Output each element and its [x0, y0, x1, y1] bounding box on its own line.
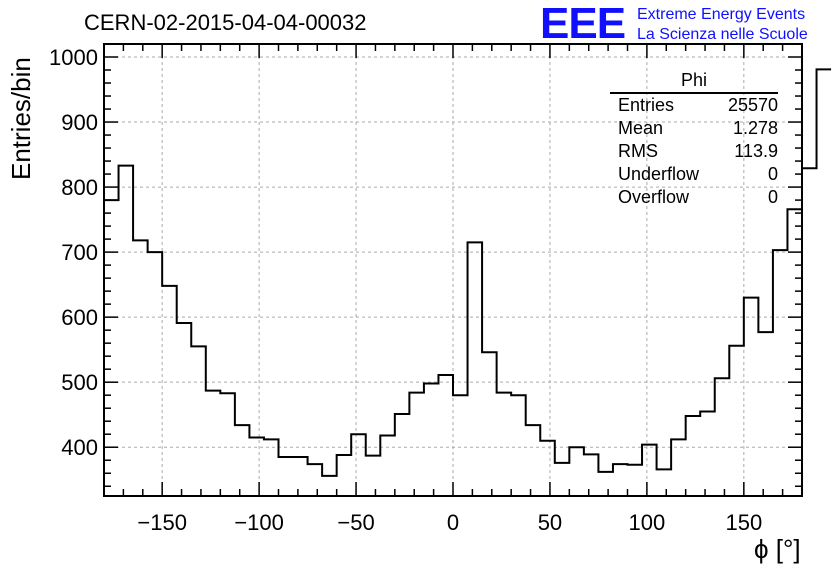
- histogram-bin: [598, 472, 613, 496]
- stats-title: Phi: [610, 70, 778, 94]
- logo-line-2: La Scienza nelle Scuole: [637, 26, 808, 43]
- histogram-bin: [729, 346, 744, 496]
- stats-box: Phi Entries 25570 Mean 1.278 RMS 113.9 U…: [610, 70, 778, 209]
- chart-title: CERN-02-2015-04-04-00032: [84, 10, 367, 35]
- stats-value: 1.278: [732, 118, 778, 138]
- histogram-bin: [162, 286, 177, 496]
- histogram-bin: [119, 166, 134, 496]
- x-axis-label: ϕ [°]: [754, 534, 801, 564]
- histogram-bin: [380, 436, 395, 496]
- histogram-bin: [366, 456, 381, 496]
- histogram-bin: [424, 383, 439, 496]
- histogram-bin: [817, 69, 832, 496]
- histogram-bin: [220, 393, 235, 496]
- histogram-line: [104, 68, 832, 477]
- histogram-bin: [322, 476, 337, 496]
- stats-value: 25570: [727, 95, 778, 115]
- x-tick-label: 150: [725, 510, 762, 535]
- histogram-bin: [657, 469, 672, 496]
- x-tick-label: 50: [538, 510, 562, 535]
- stats-label: RMS: [618, 141, 658, 161]
- histogram-bin: [715, 378, 730, 496]
- stats-value: 0: [767, 187, 778, 207]
- histogram-bin: [540, 441, 555, 496]
- y-tick-label: 500: [61, 370, 98, 395]
- histogram-bin: [104, 200, 119, 496]
- histogram-bin: [409, 393, 424, 496]
- histogram-bin: [395, 414, 410, 496]
- histogram-bin: [569, 447, 584, 496]
- stats-row-underflow: Underflow 0: [610, 163, 778, 186]
- histogram-bin: [628, 465, 643, 496]
- histogram-bin: [235, 425, 250, 496]
- histogram-bin: [482, 352, 497, 496]
- histogram-bin: [264, 439, 279, 496]
- histogram-bin: [511, 395, 526, 496]
- stats-label: Mean: [618, 118, 664, 138]
- stats-row-rms: RMS 113.9: [610, 140, 778, 163]
- histogram-bin: [337, 455, 352, 496]
- y-tick-label: 800: [61, 175, 98, 200]
- stats-value: 0: [767, 164, 778, 184]
- y-tick-label: 900: [61, 110, 98, 135]
- histogram-bin: [351, 434, 366, 496]
- stats-label: Overflow: [618, 187, 690, 207]
- histogram-bin: [686, 416, 701, 496]
- histogram-bin: [526, 425, 541, 496]
- histogram-bin: [671, 439, 686, 496]
- stats-row-mean: Mean 1.278: [610, 117, 778, 140]
- x-tick-label: −100: [234, 510, 284, 535]
- histogram-bin: [773, 250, 788, 496]
- histogram-bin: [613, 464, 628, 496]
- stats-label: Underflow: [618, 164, 700, 184]
- histogram-bin: [206, 391, 221, 496]
- y-tick-label: 1000: [49, 45, 98, 70]
- histogram-bin: [308, 464, 323, 496]
- stats-label: Entries: [618, 95, 675, 115]
- histogram-bin: [133, 240, 148, 496]
- histogram-bin: [191, 346, 206, 496]
- histogram-bin: [555, 463, 570, 496]
- x-tick-label: 0: [447, 510, 459, 535]
- histogram-bin: [177, 323, 192, 496]
- histogram-bin: [468, 242, 483, 496]
- y-tick-label: 600: [61, 305, 98, 330]
- histogram-bin: [700, 411, 715, 496]
- y-tick-label: 400: [61, 435, 98, 460]
- histogram-bin: [744, 298, 759, 496]
- histogram-bin: [642, 445, 657, 496]
- histogram-bin: [453, 395, 468, 496]
- stats-row-entries: Entries 25570: [610, 94, 778, 117]
- histogram-bin: [802, 168, 817, 496]
- histogram-bin: [249, 437, 264, 496]
- x-tick-label: −150: [137, 510, 187, 535]
- histogram-bin: [279, 457, 294, 496]
- x-tick-label: 100: [629, 510, 666, 535]
- histogram-bin: [497, 393, 512, 496]
- y-axis-label: Entries/bin: [6, 57, 36, 180]
- x-tick-label: −50: [337, 510, 374, 535]
- y-tick-label: 700: [61, 240, 98, 265]
- histogram-bin: [148, 252, 163, 496]
- histogram-series: [104, 68, 832, 496]
- stats-value: 113.9: [734, 141, 778, 161]
- histogram-bin: [584, 454, 599, 496]
- histogram-bin: [438, 375, 453, 496]
- logo-mark: EEE: [540, 0, 626, 48]
- axis-ticks: [103, 43, 803, 496]
- stats-row-overflow: Overflow 0: [610, 186, 778, 209]
- logo-line-1: Extreme Energy Events: [637, 6, 806, 23]
- tick-labels: −150 −100 −50 0 50 100 150 400 500 600 700 800 900 10…: [49, 45, 762, 535]
- histogram-bin: [758, 332, 773, 496]
- histogram-bin: [293, 457, 308, 496]
